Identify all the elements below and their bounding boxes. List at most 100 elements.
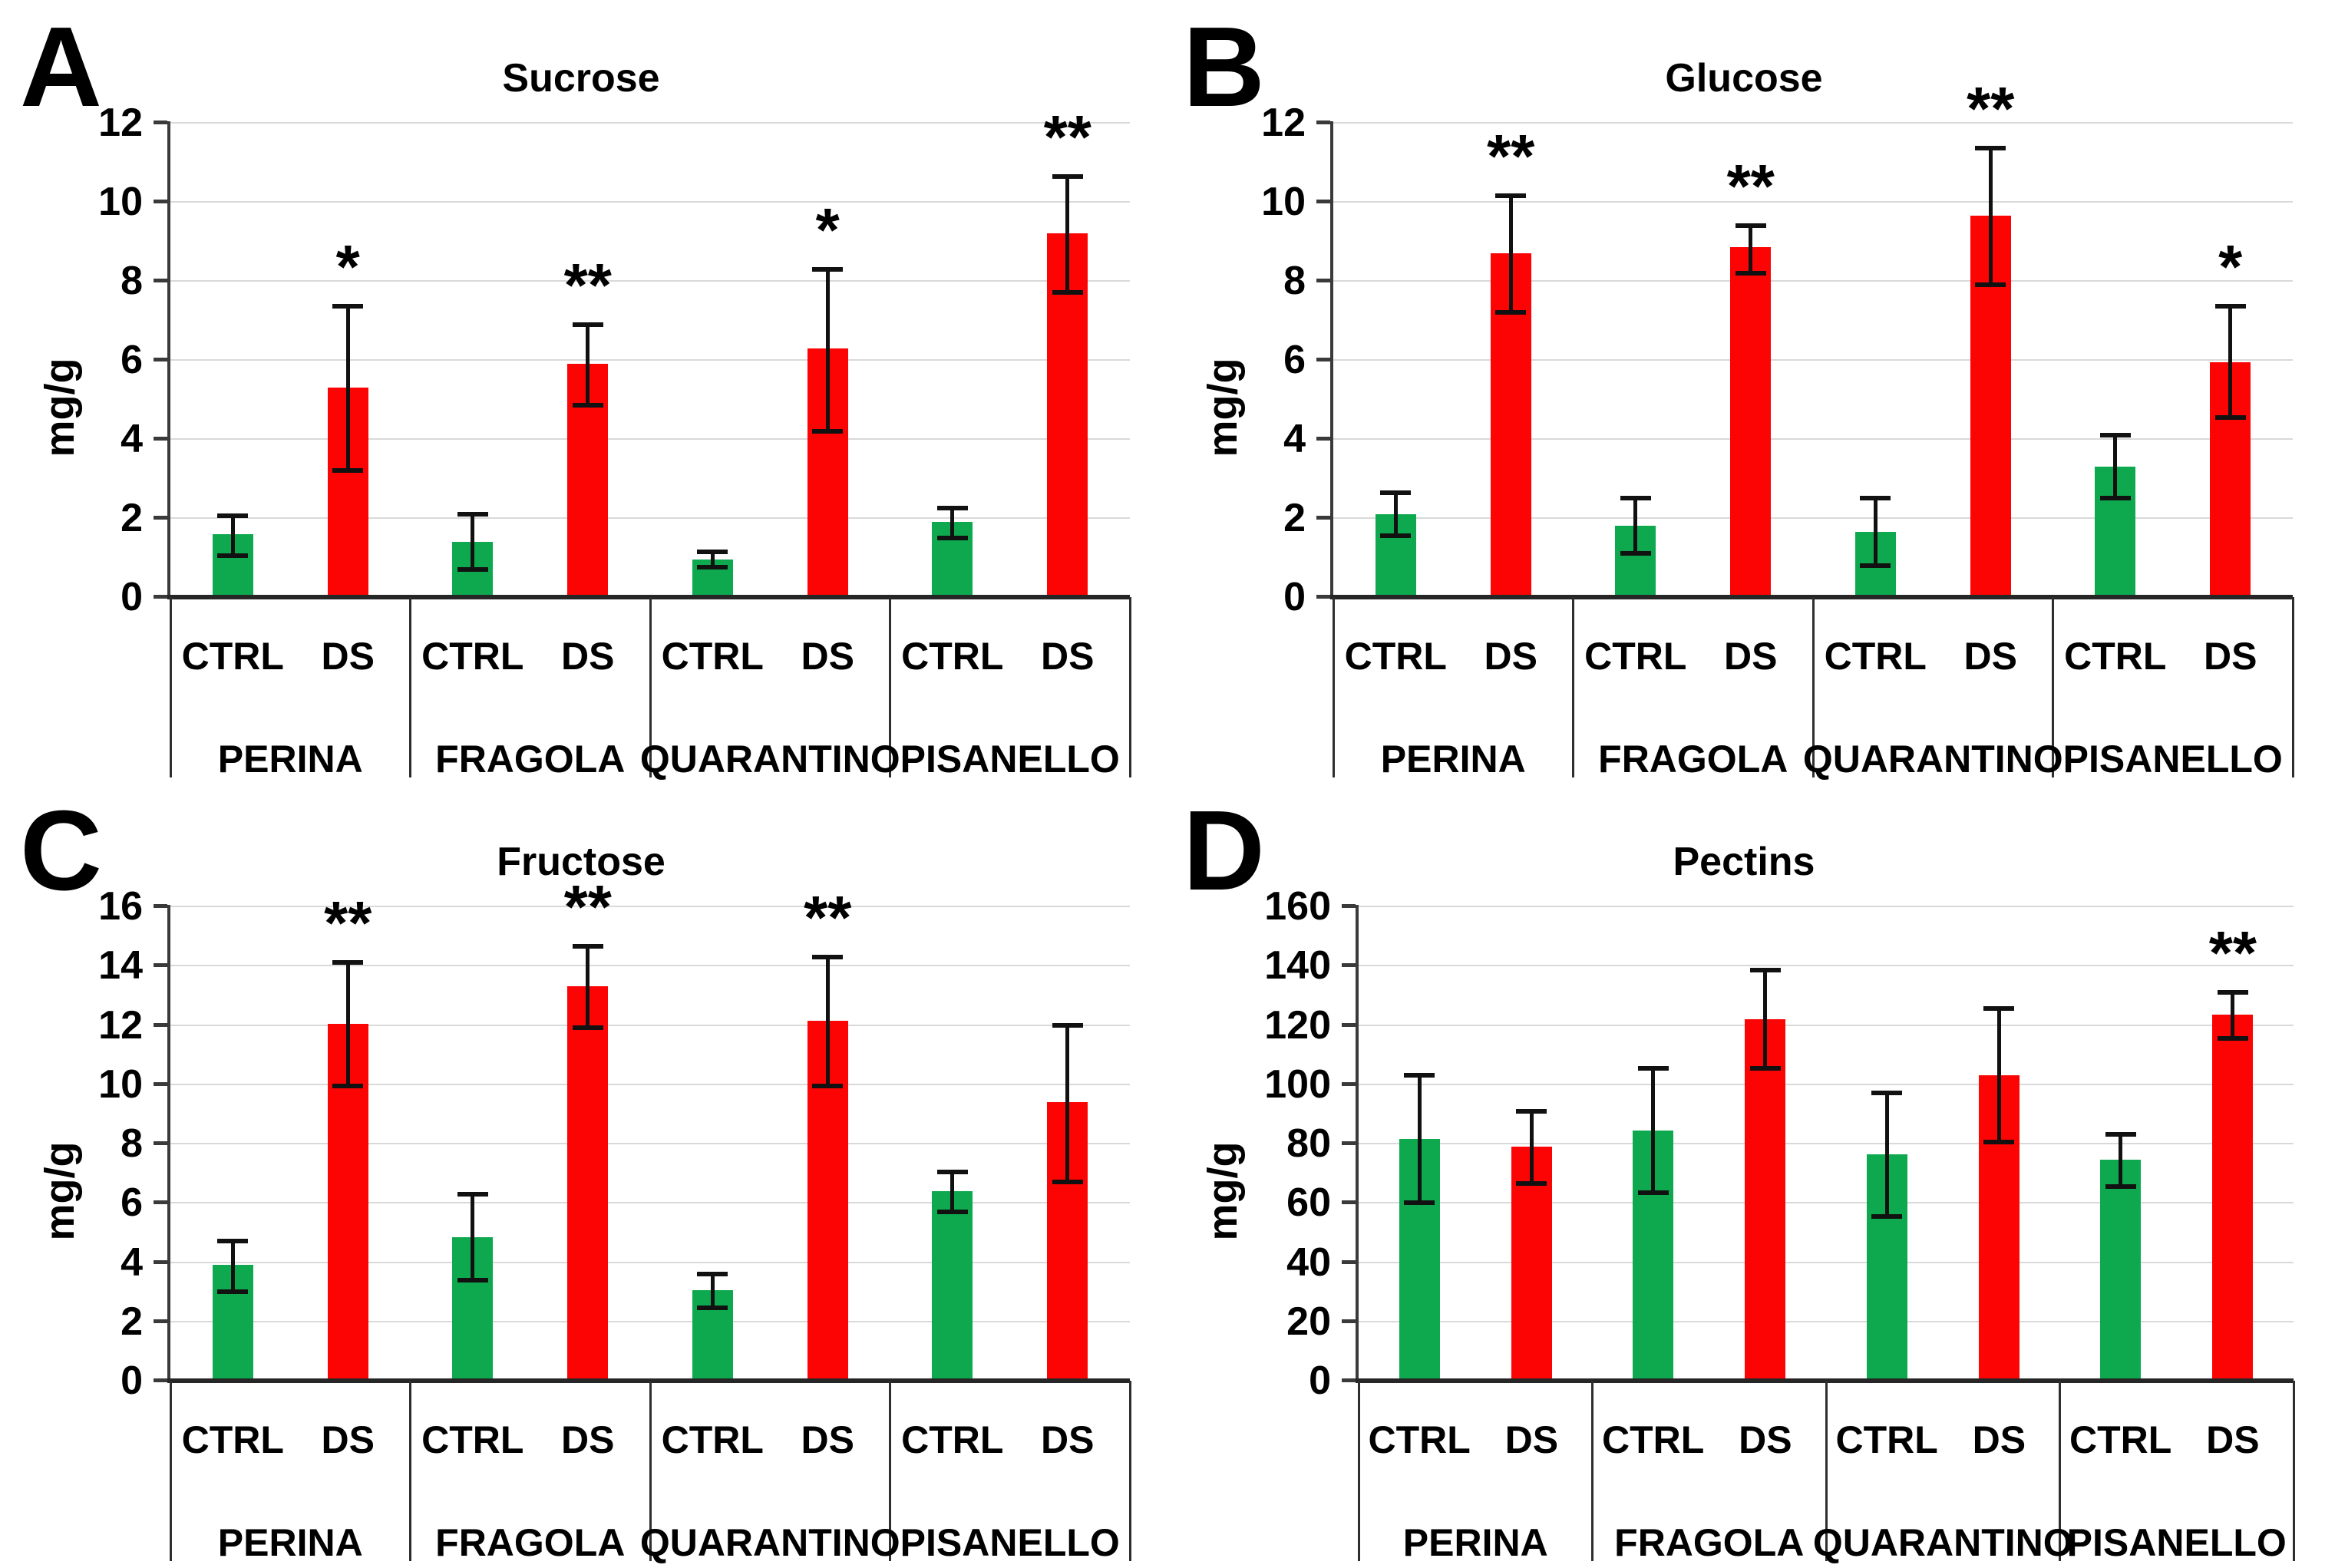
condition-label-ds: DS	[801, 635, 854, 678]
y-tick-label: 20	[1286, 1299, 1331, 1344]
condition-label-ctrl: CTRL	[901, 635, 1004, 678]
category-axis-table: CTRL DS PERINA CTRL DS FRAGOLA CTRL DS QUARANTIN…	[169, 597, 1131, 781]
error-bar-cap-top	[697, 1271, 728, 1276]
variety-label-fragola: FRAGOLA	[1598, 738, 1788, 781]
y-tick-label: 12	[98, 101, 143, 145]
y-tick-label: 60	[1286, 1180, 1331, 1226]
y-tick-mark	[1342, 904, 1356, 908]
significance-marker: **	[1043, 102, 1091, 171]
condition-label-ctrl: CTRL	[661, 635, 764, 678]
error-bar-cap-bottom	[1052, 1180, 1083, 1185]
error-bar-stem	[2119, 1134, 2123, 1187]
error-bar-stem	[586, 946, 590, 1028]
condition-label-ds: DS	[801, 1418, 854, 1461]
gridline	[170, 438, 1130, 440]
x-axis-baseline	[1356, 1378, 2294, 1383]
error-bar-cap-bottom	[2105, 1184, 2136, 1190]
y-tick-mark	[154, 1022, 167, 1027]
y-tick-mark	[1316, 595, 1330, 599]
category-separator-line	[889, 1381, 891, 1561]
category-separator-line	[1332, 597, 1335, 777]
category-separator-line	[409, 1381, 411, 1561]
error-bar-stem	[1884, 1093, 1889, 1216]
error-bar-cap-top	[1735, 223, 1766, 228]
error-bar-cap-top	[697, 549, 728, 554]
error-bar-stem	[1508, 196, 1513, 313]
error-bar-cap-bottom	[1404, 1200, 1435, 1206]
y-tick-label: 80	[1286, 1121, 1331, 1166]
error-bar-cap-bottom	[457, 566, 488, 572]
panel-a: A Sucrose mg/g * ** * ** 0 2 4 6 8 10 12 CTRL DS PERINA C…	[0, 0, 1162, 784]
y-tick-label: 4	[1283, 417, 1306, 461]
variety-label-quarantino: QUARANTINO	[639, 738, 900, 781]
bar-ds-pisanello	[2212, 1014, 2254, 1381]
bar-ctrl-pisanello	[932, 1190, 973, 1381]
condition-label-ds: DS	[561, 1418, 615, 1461]
y-tick-label: 100	[1264, 1061, 1331, 1107]
y-tick-mark	[154, 595, 167, 599]
chart-title: Glucose	[1665, 56, 1823, 101]
error-bar-cap-top	[457, 1191, 488, 1197]
category-axis-table: CTRL DS PERINA CTRL DS FRAGOLA CTRL DS QUARANTIN…	[1357, 1381, 2295, 1564]
condition-label-ds: DS	[1504, 1418, 1559, 1461]
gridline	[170, 1320, 1130, 1322]
condition-label-ctrl: CTRL	[661, 1418, 764, 1461]
error-bar-cap-top	[936, 506, 968, 511]
y-tick-mark	[154, 1081, 167, 1086]
error-bar-cap-bottom	[1516, 1181, 1547, 1187]
panel-b: B Glucose mg/g ** ** ** * 0 2 4 6 8 10 12 CTRL DS PERINA…	[1163, 0, 2325, 784]
gridline	[170, 906, 1130, 907]
error-bar-cap-bottom	[457, 1277, 488, 1282]
error-bar-stem	[1996, 1008, 2001, 1143]
y-axis-line	[167, 121, 170, 599]
y-tick-mark	[154, 963, 167, 968]
error-bar-stem	[1529, 1111, 1534, 1184]
y-tick-mark	[1342, 1022, 1356, 1027]
gridline	[1359, 1320, 2294, 1322]
error-bar-cap-bottom	[1637, 1190, 1669, 1195]
gridline	[170, 1143, 1130, 1144]
y-tick-label: 4	[121, 417, 143, 461]
y-tick-mark	[1316, 358, 1330, 361]
category-separator-line	[1591, 1381, 1593, 1561]
error-bar-cap-bottom	[936, 535, 968, 540]
y-tick-label: 8	[121, 1121, 143, 1166]
y-tick-label: 10	[1261, 180, 1306, 224]
variety-label-quarantino: QUARANTINO	[1802, 738, 2063, 781]
y-tick-label: 160	[1264, 884, 1331, 929]
error-bar-cap-bottom	[812, 1083, 844, 1088]
condition-label-ctrl: CTRL	[1824, 635, 1927, 678]
gridline	[1333, 438, 2293, 440]
y-tick-label: 0	[121, 575, 143, 619]
gridline	[1359, 1024, 2294, 1026]
y-tick-mark	[1316, 279, 1330, 282]
y-tick-mark	[1316, 516, 1330, 520]
bar-ctrl-pisanello	[2100, 1160, 2142, 1381]
category-separator-line	[1128, 1381, 1131, 1561]
category-separator-line	[2291, 597, 2294, 777]
category-separator-line	[649, 1381, 652, 1561]
error-bar-cap-top	[812, 266, 844, 272]
condition-label-ctrl: CTRL	[421, 635, 524, 678]
error-bar-stem	[710, 551, 715, 568]
error-bar-cap-top	[812, 954, 844, 959]
condition-label-ds: DS	[1041, 1418, 1095, 1461]
variety-label-perina: PERINA	[1402, 1521, 1548, 1564]
error-bar-cap-top	[1052, 1022, 1083, 1028]
error-bar-stem	[1873, 498, 1878, 566]
panel-c: C Fructose mg/g ** ** ** 0 2 4 6 8 10 12 14 16 CTRL DS PE…	[0, 784, 1162, 1567]
error-bar-cap-top	[1495, 193, 1527, 199]
error-bar-stem	[345, 962, 350, 1086]
error-bar-stem	[230, 516, 235, 556]
y-tick-label: 12	[98, 1002, 143, 1048]
condition-label-ds: DS	[1963, 635, 2017, 678]
error-bar-cap-bottom	[217, 553, 249, 558]
y-tick-mark	[1342, 1319, 1356, 1323]
x-axis-baseline	[1330, 595, 2293, 599]
x-axis-baseline	[167, 1378, 1130, 1383]
y-tick-mark	[1342, 1141, 1356, 1145]
y-tick-label: 12	[1261, 101, 1306, 145]
y-tick-mark	[154, 1141, 167, 1145]
error-bar-stem	[2113, 434, 2118, 499]
